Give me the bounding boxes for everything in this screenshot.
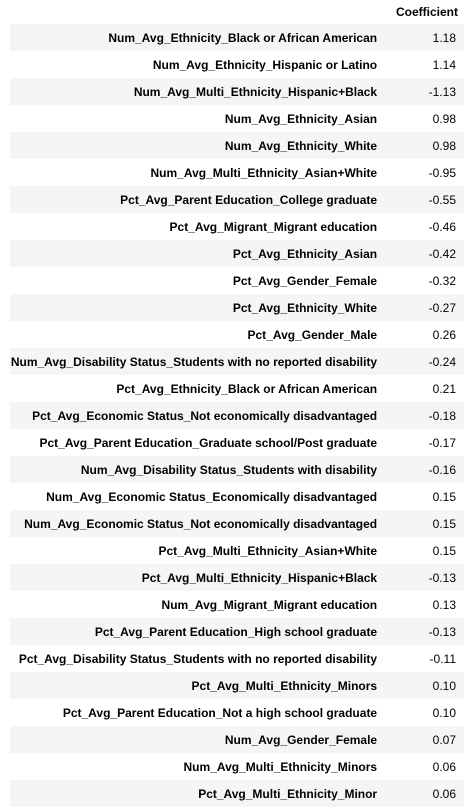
header-row: Coefficient (10, 0, 464, 24)
coefficient-value: 0.15 (432, 516, 456, 531)
table-row: Num_Avg_Disability Status_Students with … (10, 456, 464, 483)
table-row: Pct_Avg_Economic Status_Not economically… (10, 402, 464, 429)
coefficient-value: 0.15 (432, 489, 456, 504)
feature-name: Num_Avg_Multi_Ethnicity_Minors (183, 759, 378, 774)
feature-name: Pct_Avg_Ethnicity_Black or African Ameri… (116, 381, 378, 396)
coefficient-value: -0.24 (428, 354, 456, 369)
coefficient-value: -0.46 (428, 219, 456, 234)
feature-name: Pct_Avg_Gender_Male (247, 327, 378, 342)
feature-name: Num_Avg_Ethnicity_White (224, 138, 378, 153)
feature-name: Pct_Avg_Economic Status_Not economically… (32, 408, 378, 423)
table-row: Num_Avg_Economic Status_Not economically… (10, 510, 464, 537)
coefficient-value: -0.32 (428, 273, 456, 288)
table-row: Num_Avg_Multi_Ethnicity_Asian+White -0.95 (10, 159, 464, 186)
coefficient-header: Coefficient (395, 5, 458, 19)
coefficient-value: -0.16 (428, 462, 456, 477)
feature-name: Num_Avg_Economic Status_Economically dis… (46, 489, 378, 504)
table-row: Pct_Avg_Parent Education_Not a high scho… (10, 699, 464, 726)
index-header (10, 0, 389, 24)
coefficient-value: 0.98 (432, 138, 456, 153)
table-row: Pct_Avg_Disability Status_Students with … (10, 645, 464, 672)
coefficient-table: Coefficient Num_Avg_Ethnicity_Black or A… (10, 0, 464, 807)
table-row: Pct_Avg_Parent Education_High school gra… (10, 618, 464, 645)
coefficient-value: -0.42 (428, 246, 456, 261)
coefficient-value: 0.15 (432, 543, 456, 558)
coefficient-value: 0.10 (432, 705, 456, 720)
coefficient-value: -0.27 (428, 300, 456, 315)
table-row: Num_Avg_Multi_Ethnicity_Hispanic+Black -1… (10, 78, 464, 105)
coefficient-value: -0.13 (428, 570, 456, 585)
table-row: Num_Avg_Ethnicity_Asian 0.98 (10, 105, 464, 132)
coefficient-value: -1.13 (428, 84, 456, 99)
feature-name: Pct_Avg_Gender_Female (232, 273, 378, 288)
feature-name: Pct_Avg_Ethnicity_White (232, 300, 378, 315)
coefficient-value: -0.17 (428, 435, 456, 450)
table-row: Pct_Avg_Ethnicity_Asian -0.42 (10, 240, 464, 267)
table-row: Pct_Avg_Parent Education_Graduate school… (10, 429, 464, 456)
feature-name: Num_Avg_Ethnicity_Asian (224, 111, 378, 126)
coefficient-value: 0.13 (432, 597, 456, 612)
coefficient-value: 0.98 (432, 111, 456, 126)
feature-name: Num_Avg_Multi_Ethnicity_Hispanic+Black (133, 84, 378, 99)
coefficient-value: 1.14 (432, 57, 456, 72)
coefficient-value: -0.13 (428, 624, 456, 639)
feature-name: Pct_Avg_Parent Education_Not a high scho… (62, 705, 378, 720)
table-row: Num_Avg_Ethnicity_White 0.98 (10, 132, 464, 159)
feature-name: Pct_Avg_Multi_Ethnicity_Minors (191, 678, 378, 693)
table-row: Pct_Avg_Multi_Ethnicity_Minor 0.06 (10, 780, 464, 807)
coefficient-value: 0.07 (432, 732, 456, 747)
feature-name: Pct_Avg_Multi_Ethnicity_Asian+White (158, 543, 378, 558)
table-row: Pct_Avg_Ethnicity_White -0.27 (10, 294, 464, 321)
coefficient-value: 0.26 (432, 327, 456, 342)
coefficient-value: 1.18 (432, 30, 456, 45)
table-row: Num_Avg_Economic Status_Economically dis… (10, 483, 464, 510)
coefficient-value: -0.55 (428, 192, 456, 207)
feature-name: Num_Avg_Economic Status_Not economically… (24, 516, 378, 531)
feature-name: Num_Avg_Migrant_Migrant education (161, 597, 378, 612)
coefficient-value: 0.06 (432, 786, 456, 801)
feature-name: Num_Avg_Ethnicity_Hispanic or Latino (152, 57, 378, 72)
feature-name: Num_Avg_Disability Status_Students with … (80, 462, 378, 477)
table-row: Pct_Avg_Ethnicity_Black or African Ameri… (10, 375, 464, 402)
table-row: Num_Avg_Disability Status_Students with … (10, 348, 464, 375)
coefficient-value: -0.11 (429, 651, 456, 666)
table-row: Pct_Avg_Parent Education_College graduat… (10, 186, 464, 213)
table-row: Pct_Avg_Migrant_Migrant education -0.46 (10, 213, 464, 240)
feature-name: Pct_Avg_Parent Education_High school gra… (94, 624, 378, 639)
feature-name: Pct_Avg_Multi_Ethnicity_Hispanic+Black (141, 570, 378, 585)
feature-name: Pct_Avg_Parent Education_Graduate school… (39, 435, 378, 450)
coefficient-value: 0.06 (432, 759, 456, 774)
feature-name: Num_Avg_Multi_Ethnicity_Asian+White (150, 165, 378, 180)
table-row: Pct_Avg_Gender_Male 0.26 (10, 321, 464, 348)
coefficient-value: 0.21 (432, 381, 456, 396)
feature-name: Num_Avg_Disability Status_Students with … (10, 354, 378, 369)
feature-name: Num_Avg_Ethnicity_Black or African Ameri… (108, 30, 378, 45)
table-row: Num_Avg_Multi_Ethnicity_Minors 0.06 (10, 753, 464, 780)
feature-name: Pct_Avg_Ethnicity_Asian (232, 246, 378, 261)
table-header: Coefficient (10, 0, 464, 24)
feature-name: Pct_Avg_Migrant_Migrant education (169, 219, 378, 234)
feature-name: Pct_Avg_Parent Education_College graduat… (120, 192, 378, 207)
coefficient-value: 0.10 (432, 678, 456, 693)
coefficient-value: -0.18 (428, 408, 456, 423)
table-row: Num_Avg_Gender_Female 0.07 (10, 726, 464, 753)
table-row: Pct_Avg_Multi_Ethnicity_Asian+White 0.15 (10, 537, 464, 564)
feature-name: Num_Avg_Gender_Female (224, 732, 378, 747)
table-body: Num_Avg_Ethnicity_Black or African Ameri… (10, 24, 464, 807)
feature-name: Pct_Avg_Disability Status_Students with … (18, 651, 378, 666)
table-row: Num_Avg_Ethnicity_Black or African Ameri… (10, 24, 464, 51)
table-row: Num_Avg_Ethnicity_Hispanic or Latino 1.14 (10, 51, 464, 78)
feature-name: Pct_Avg_Multi_Ethnicity_Minor (198, 786, 378, 801)
table-row: Pct_Avg_Multi_Ethnicity_Minors 0.10 (10, 672, 464, 699)
table-row: Pct_Avg_Gender_Female -0.32 (10, 267, 464, 294)
table-row: Num_Avg_Migrant_Migrant education 0.13 (10, 591, 464, 618)
coefficient-value: -0.95 (428, 165, 456, 180)
table-row: Pct_Avg_Multi_Ethnicity_Hispanic+Black -0… (10, 564, 464, 591)
